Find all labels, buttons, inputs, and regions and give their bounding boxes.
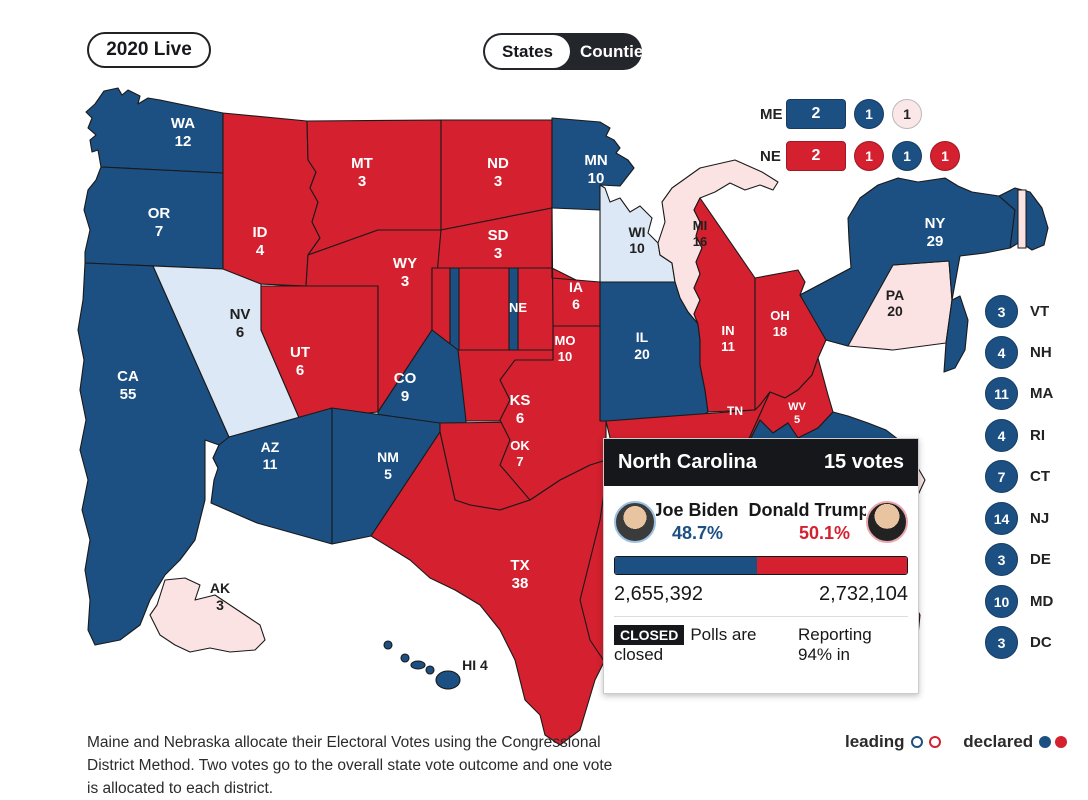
svg-text:9: 9: [401, 388, 409, 405]
svg-text:TX: TX: [510, 557, 529, 574]
svg-text:HI 4: HI 4: [462, 657, 488, 673]
svg-text:6: 6: [236, 324, 244, 341]
svg-text:6: 6: [572, 296, 580, 312]
svg-text:3: 3: [358, 173, 366, 190]
svg-text:10: 10: [558, 349, 572, 364]
svg-text:IA: IA: [569, 279, 583, 295]
svg-text:OH: OH: [770, 308, 790, 323]
svg-text:NE: NE: [509, 300, 527, 315]
svg-text:3: 3: [494, 245, 502, 262]
svg-text:ND: ND: [487, 155, 509, 172]
svg-text:29: 29: [927, 233, 944, 250]
svg-text:20: 20: [634, 346, 650, 362]
svg-text:6: 6: [516, 410, 524, 427]
svg-text:NV: NV: [230, 306, 251, 323]
svg-text:WA: WA: [171, 115, 195, 132]
svg-text:7: 7: [155, 223, 163, 240]
svg-text:MN: MN: [584, 152, 607, 169]
svg-text:KS: KS: [510, 392, 531, 409]
svg-text:11: 11: [263, 456, 278, 472]
svg-text:3: 3: [401, 273, 409, 290]
svg-text:6: 6: [296, 362, 304, 379]
svg-text:PA: PA: [886, 287, 904, 303]
svg-text:MO: MO: [555, 333, 576, 348]
svg-text:WV: WV: [788, 401, 806, 413]
svg-text:SD: SD: [488, 227, 509, 244]
svg-text:7: 7: [516, 454, 523, 469]
svg-text:NM: NM: [377, 449, 399, 465]
svg-text:ME: ME: [1016, 137, 1034, 151]
svg-text:IL: IL: [636, 329, 649, 345]
svg-text:11: 11: [721, 339, 735, 354]
svg-text:20: 20: [887, 303, 903, 319]
svg-text:CA: CA: [117, 368, 139, 385]
svg-text:CO: CO: [394, 370, 417, 387]
svg-text:10: 10: [629, 240, 645, 256]
svg-text:WI: WI: [628, 224, 645, 240]
svg-text:IN: IN: [722, 323, 735, 338]
svg-text:UT: UT: [290, 344, 310, 361]
svg-text:AZ: AZ: [261, 439, 280, 455]
svg-text:16: 16: [693, 234, 707, 249]
svg-text:WY: WY: [393, 255, 417, 272]
svg-text:5: 5: [384, 466, 392, 482]
svg-text:18: 18: [773, 324, 787, 339]
svg-text:OK: OK: [510, 438, 530, 453]
svg-text:TN: TN: [727, 404, 743, 418]
svg-text:3: 3: [216, 597, 224, 613]
svg-text:ID: ID: [253, 224, 268, 241]
svg-text:AK: AK: [210, 580, 230, 596]
svg-text:5: 5: [794, 414, 800, 426]
svg-text:55: 55: [120, 386, 137, 403]
svg-text:12: 12: [175, 133, 192, 150]
svg-text:MI: MI: [693, 218, 707, 233]
svg-text:4: 4: [256, 242, 265, 259]
svg-text:10: 10: [588, 170, 605, 187]
svg-text:OR: OR: [148, 205, 171, 222]
svg-text:3: 3: [494, 173, 502, 190]
svg-text:MT: MT: [351, 155, 373, 172]
svg-text:NY: NY: [925, 215, 946, 232]
svg-text:38: 38: [512, 575, 529, 592]
